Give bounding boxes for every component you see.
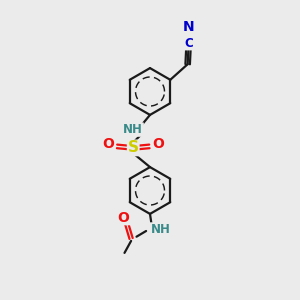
Text: N: N — [183, 20, 194, 34]
Text: S: S — [128, 140, 139, 155]
Text: O: O — [103, 137, 115, 151]
Text: O: O — [152, 137, 164, 151]
Text: NH: NH — [123, 123, 143, 136]
Text: NH: NH — [151, 223, 170, 236]
Text: C: C — [184, 37, 193, 50]
Text: O: O — [118, 211, 130, 224]
